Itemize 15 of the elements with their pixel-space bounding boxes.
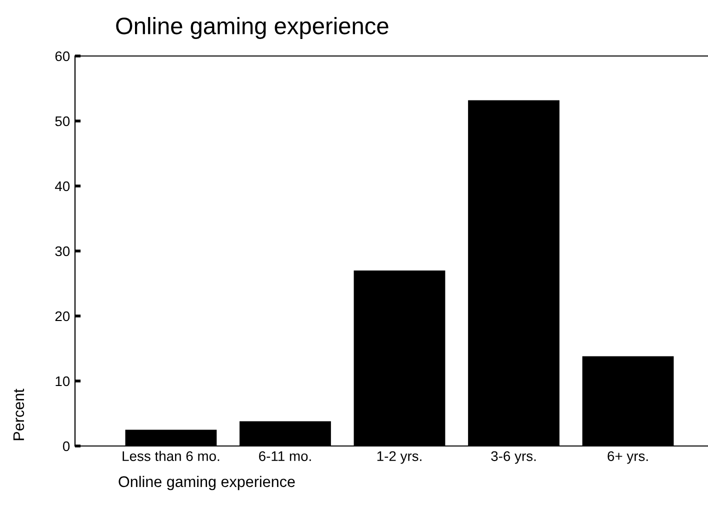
chart-title: Online gaming experience: [116, 16, 388, 40]
x-axis-title: Online gaming experience: [118, 476, 295, 490]
y-tick-label: 10: [56, 376, 70, 386]
x-tick-label: 6-11 mo.: [259, 451, 311, 462]
y-tick-label: 30: [55, 246, 70, 256]
x-tick-label: 3-6 yrs.: [491, 451, 536, 464]
y-axis-title: Percent: [13, 388, 24, 440]
y-tick-label: 60: [55, 51, 70, 62]
y-tick-label: 50: [55, 116, 70, 126]
y-tick-label: 40: [55, 181, 70, 192]
y-tick-label: 20: [55, 311, 70, 322]
y-tick-label: 0: [62, 441, 70, 452]
x-tick-label: 1-2 yrs.: [377, 451, 422, 464]
x-tick-label: Less than 6 mo.: [122, 450, 220, 462]
x-tick-label: 6+ yrs.: [608, 451, 648, 464]
